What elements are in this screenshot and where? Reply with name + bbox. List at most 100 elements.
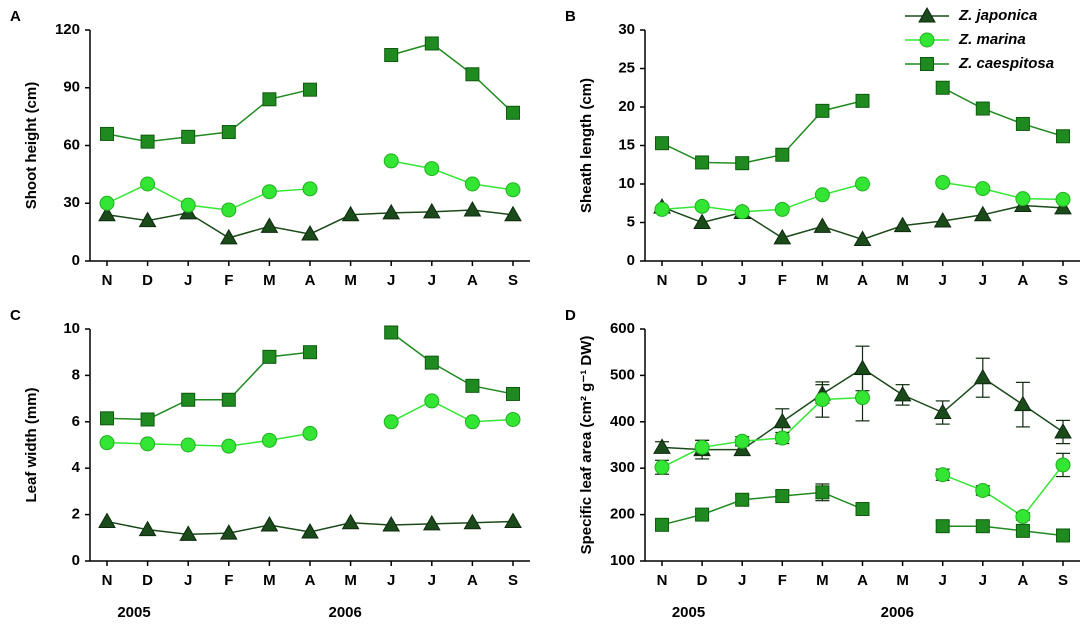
x-tick-label: A [305,572,316,589]
circle-marker [919,32,935,48]
y-tick-label: 5 [627,213,635,230]
circle-marker [654,201,670,217]
triangle-marker [301,522,319,539]
circle-marker [99,435,115,451]
triangle-marker [98,205,116,222]
square-marker [384,325,399,340]
triangle-marker [893,216,912,233]
year-label: 2005 [672,604,705,621]
y-tick-label: 120 [55,21,80,38]
triangle-marker [382,203,401,220]
circle-marker [975,181,991,197]
square-marker [506,105,520,120]
y-tick-label: 2 [72,506,80,523]
triangle-marker [301,225,319,241]
x-tick-label: S [508,272,518,289]
triangle-marker [893,385,912,402]
square-marker [815,485,830,500]
y-tick-label: 60 [63,136,80,153]
x-tick-label: D [697,272,708,289]
circle-marker [694,439,710,455]
circle-marker [814,392,830,408]
x-tick-label: N [102,572,113,589]
x-tick-label: J [738,572,746,589]
legend-label: Z. japonica [958,7,1037,24]
triangle-marker [260,516,279,532]
x-tick-label: F [224,272,233,289]
triangle-marker [422,514,441,531]
x-tick-label: S [1058,572,1068,589]
square-marker [935,80,950,95]
circle-marker [221,202,237,218]
triangle-marker [1014,395,1032,412]
y-tick-label: 6 [72,413,80,430]
square-marker [735,492,750,507]
circle-marker [261,184,277,200]
circle-marker [654,459,670,475]
y-axis-label: Leaf width (mm) [23,387,40,502]
circle-marker [424,393,440,409]
y-tick-label: 300 [610,459,635,476]
x-tick-label: F [224,572,233,589]
circle-marker [180,437,196,453]
square-marker [221,125,236,140]
x-tick-label: J [387,572,395,589]
x-tick-label: J [428,272,436,289]
x-tick-label: J [939,572,947,589]
circle-marker [975,482,991,498]
triangle-marker [933,403,952,420]
x-tick-label: M [896,272,909,289]
x-tick-label: S [508,572,518,589]
x-tick-label: J [387,272,395,289]
year-label: 2005 [117,604,150,621]
circle-marker [1055,457,1071,473]
x-tick-label: A [467,572,478,589]
square-marker [140,412,155,427]
year-label: 2006 [329,604,362,621]
x-tick-label: M [816,272,829,289]
year-label: 2006 [881,604,914,621]
x-tick-label: M [896,572,909,589]
triangle-marker [138,211,157,228]
y-tick-label: 4 [72,459,81,476]
square-marker [655,136,669,151]
triangle-marker [382,516,401,532]
x-tick-label: F [778,572,787,589]
y-tick-label: 15 [618,136,635,153]
square-marker [1015,116,1030,131]
square-marker [775,147,790,162]
x-tick-label: J [738,272,746,289]
y-axis-label: Specific leaf area (cm² g⁻¹ DW) [578,336,595,555]
triangle-marker [219,524,238,540]
y-axis-label: Shoot height (cm) [23,82,40,210]
square-marker [303,82,317,97]
x-tick-label: N [657,572,668,589]
square-marker [181,392,196,407]
circle-marker [694,198,710,214]
y-tick-label: 0 [627,252,635,269]
circle-marker [464,176,480,192]
x-tick-label: S [1058,272,1068,289]
triangle-marker [98,512,116,529]
x-tick-label: M [263,272,276,289]
x-tick-label: M [344,272,357,289]
circle-marker [855,176,870,192]
square-marker [465,378,480,393]
square-marker [181,129,196,144]
panel-label: C [10,307,21,324]
circle-marker [505,411,521,427]
triangle-marker [1054,423,1072,439]
square-marker [100,126,114,141]
triangle-marker [219,228,238,245]
square-marker [424,36,439,51]
y-tick-label: 0 [72,252,80,269]
x-tick-label: D [697,572,708,589]
triangle-marker [504,205,522,222]
circle-marker [1055,191,1071,207]
x-tick-label: A [1017,272,1028,289]
circle-marker [140,436,156,452]
y-tick-label: 30 [63,194,80,211]
y-tick-label: 600 [610,320,635,337]
y-tick-label: 10 [618,175,635,192]
x-tick-label: J [939,272,947,289]
